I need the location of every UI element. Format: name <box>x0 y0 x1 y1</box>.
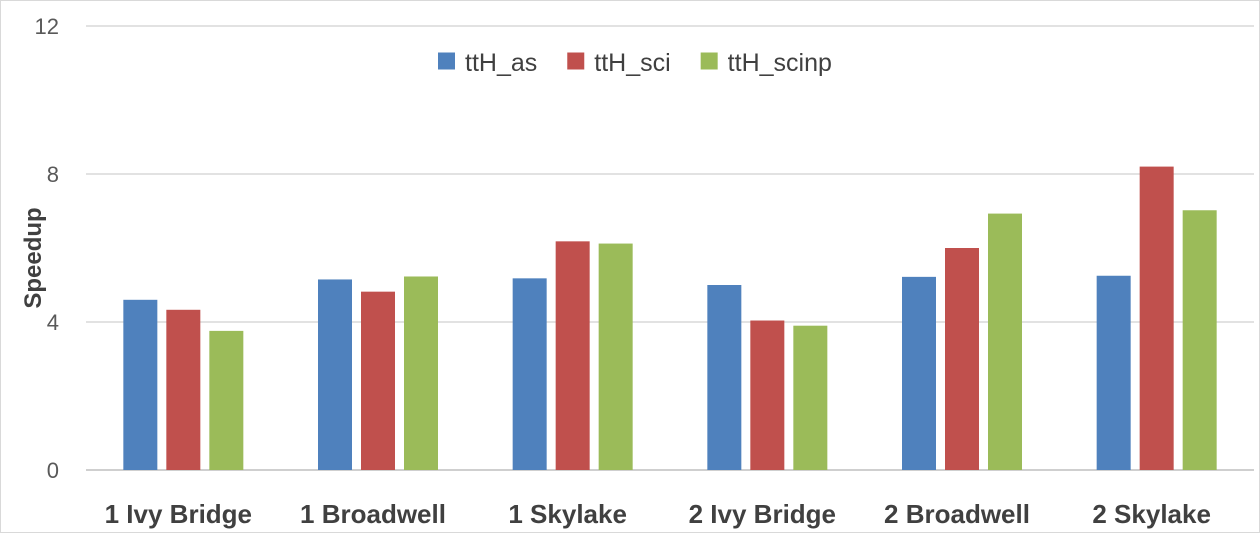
y-axis-title: Speedup <box>20 207 47 308</box>
bar-tth-sci <box>166 309 201 470</box>
bar-tth-as <box>123 299 158 470</box>
bar-tth-as <box>902 276 936 470</box>
y-tick-label: 0 <box>47 458 59 483</box>
bar-tth-sci <box>750 320 785 470</box>
legend: ttH_as ttH_sci ttH_scinp <box>438 49 832 77</box>
bar-tth-as <box>512 278 547 470</box>
legend-swatch <box>438 52 455 70</box>
x-category-label: 2 Skylake <box>1092 499 1211 529</box>
bars <box>123 166 1217 470</box>
x-category-label: 1 Broadwell <box>300 499 446 529</box>
bar-tth-sci <box>945 248 979 470</box>
y-tick-label: 12 <box>35 14 59 39</box>
legend-label: ttH_sci <box>594 49 670 77</box>
x-category-label: 1 Skylake <box>508 499 627 529</box>
y-axis-ticks: 0 4 8 12 <box>35 14 59 483</box>
y-tick-label: 4 <box>47 310 59 335</box>
legend-label: ttH_as <box>465 49 537 77</box>
bar-tth-as <box>1096 275 1131 470</box>
y-tick-label: 8 <box>47 162 59 187</box>
gridlines <box>86 25 1254 471</box>
x-category-label: 2 Ivy Bridge <box>689 499 836 529</box>
bar-tth-scinp <box>209 330 244 470</box>
bar-tth-sci <box>555 241 590 470</box>
bar-tth-scinp <box>1182 210 1217 470</box>
x-axis-categories: 1 Ivy Bridge 1 Broadwell 1 Skylake 2 Ivy Br… <box>105 499 1211 529</box>
legend-item: ttH_scinp <box>700 49 832 77</box>
bar-tth-sci <box>361 291 395 470</box>
legend-item: ttH_sci <box>567 49 671 77</box>
legend-swatch <box>567 52 585 70</box>
bar-tth-scinp <box>793 325 828 470</box>
legend-label: ttH_scinp <box>728 49 832 77</box>
bar-tth-as <box>318 279 352 470</box>
bar-tth-scinp <box>598 243 633 470</box>
bar-tth-sci <box>1139 166 1174 470</box>
bar-tth-scinp <box>988 213 1022 470</box>
bar-tth-as <box>707 285 742 470</box>
legend-swatch <box>700 52 718 70</box>
legend-item: ttH_as <box>438 49 537 77</box>
x-category-label: 2 Broadwell <box>884 499 1030 529</box>
bar-tth-scinp <box>404 276 438 470</box>
x-category-label: 1 Ivy Bridge <box>105 499 252 529</box>
